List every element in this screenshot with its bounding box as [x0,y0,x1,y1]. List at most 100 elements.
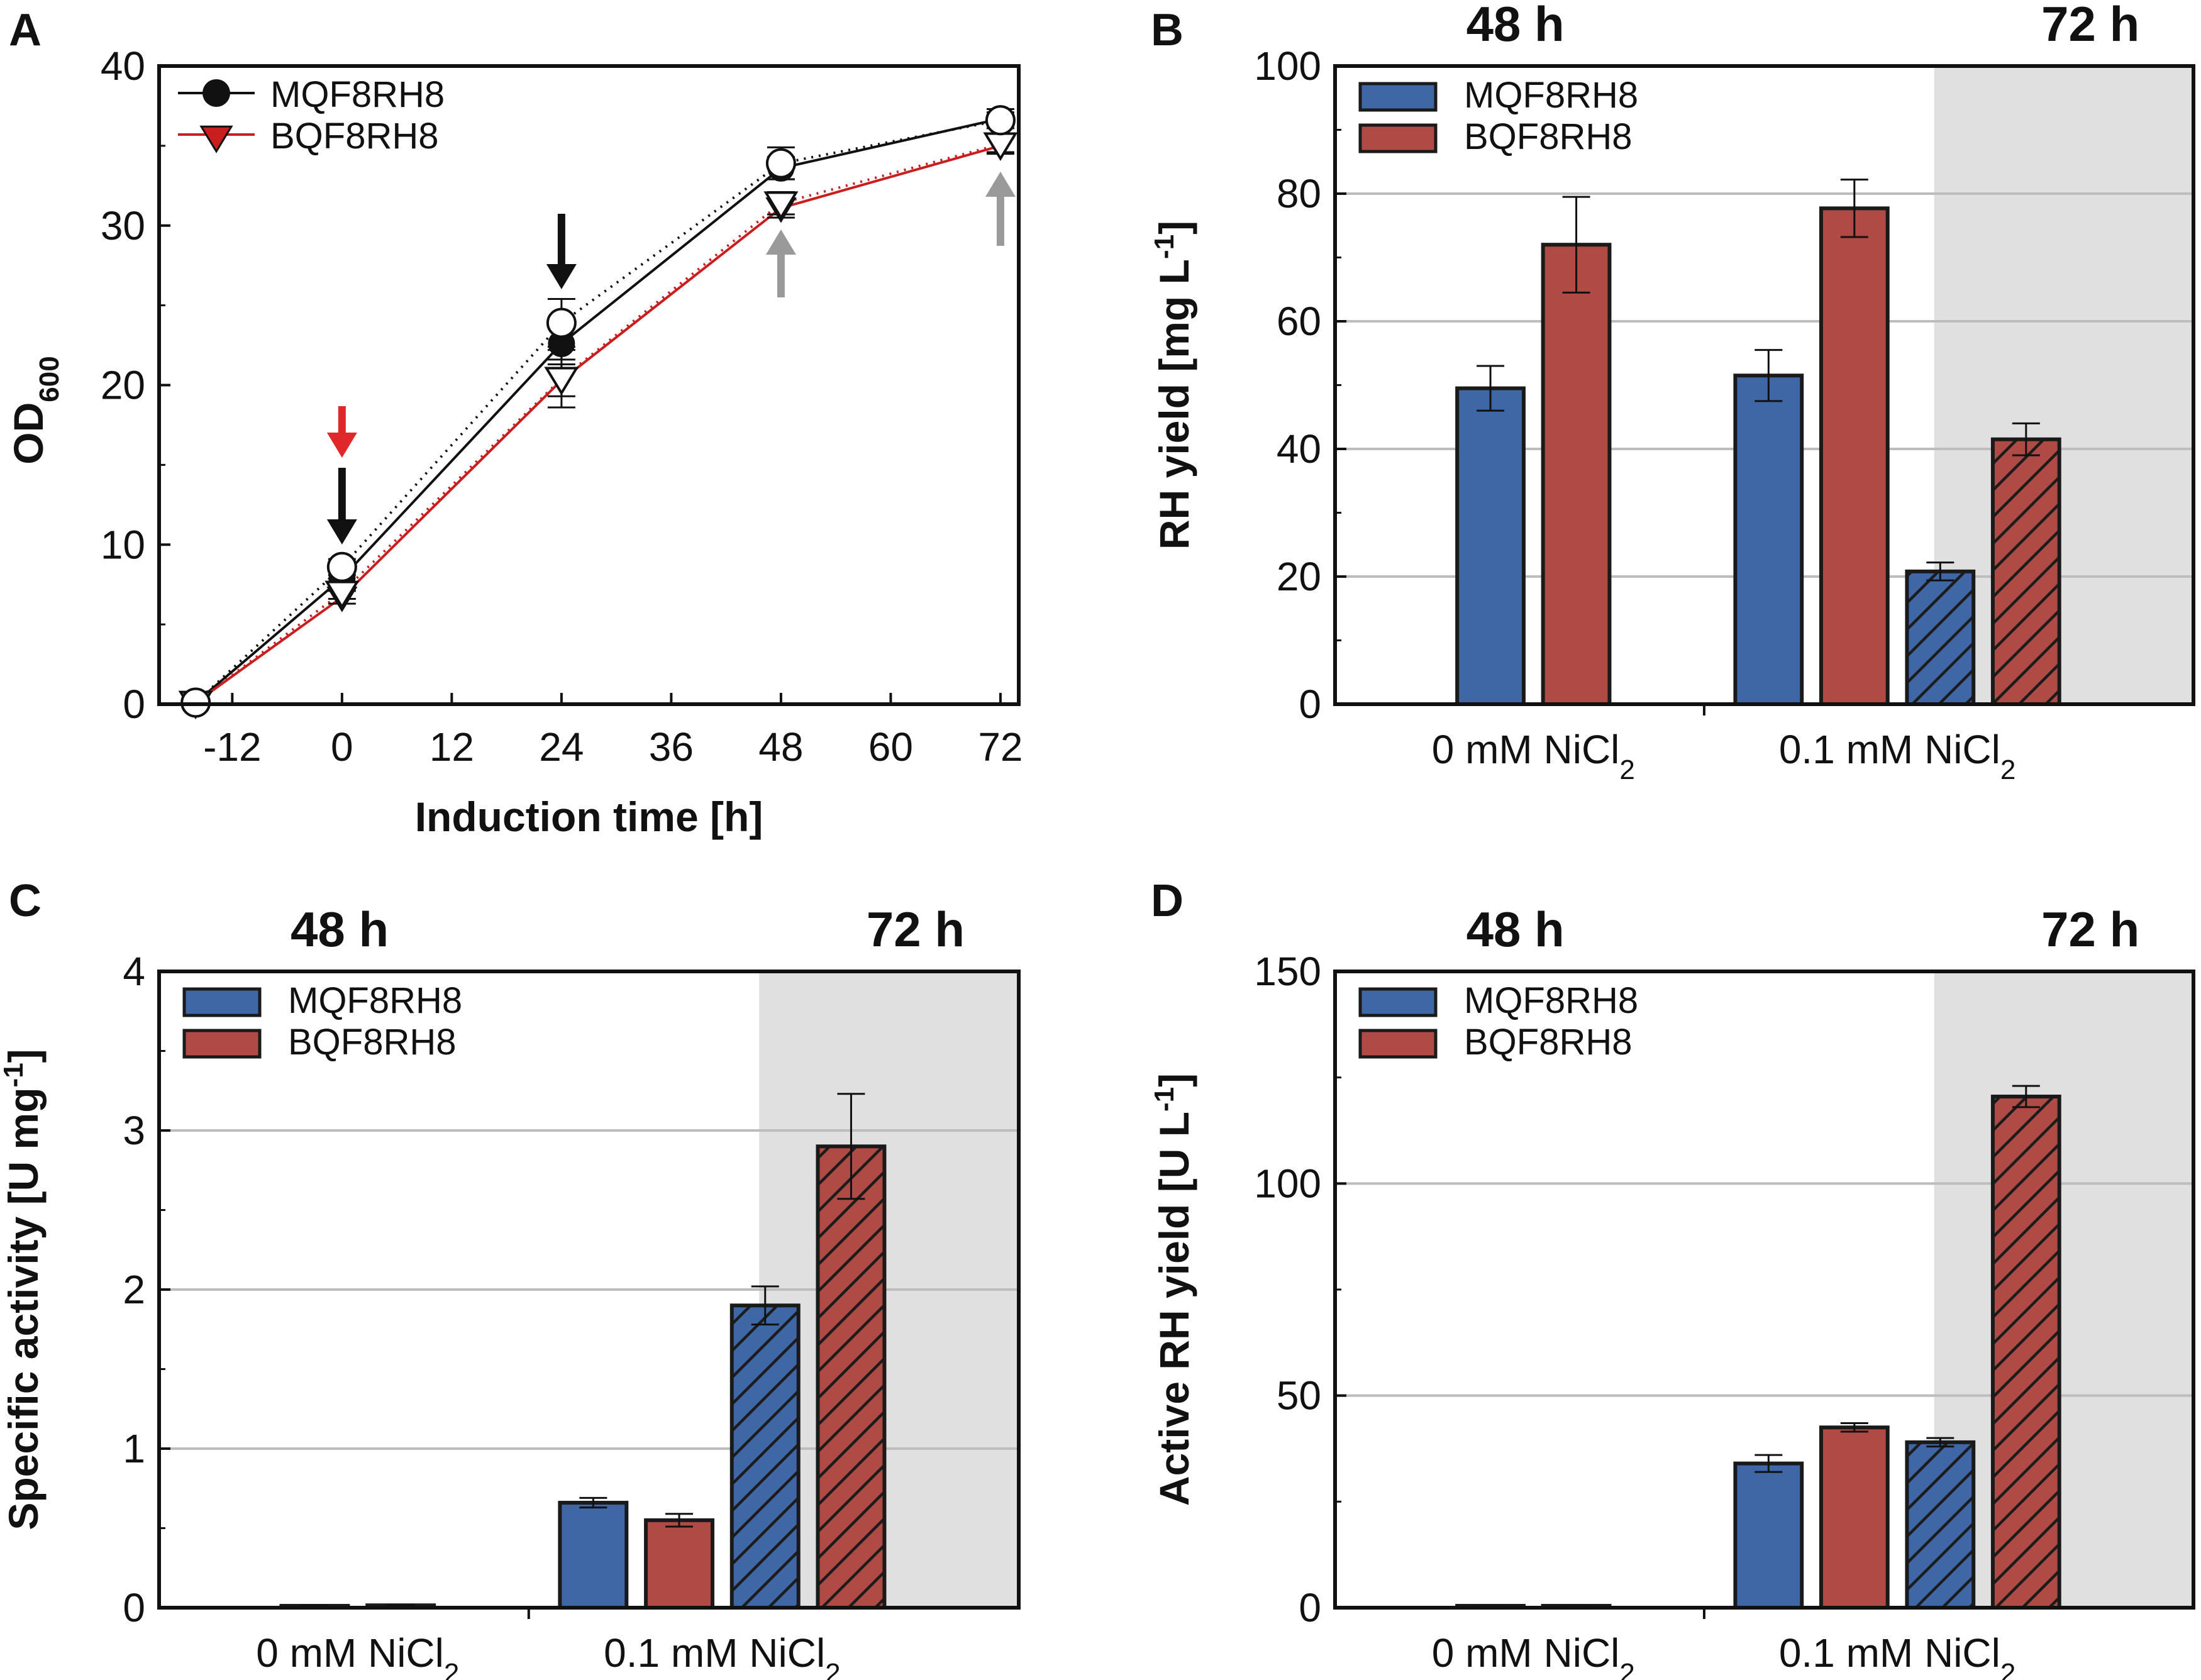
bar-bqf-72h [1990,1095,2061,1610]
category-label-subscript: 2 [2000,1658,2015,1680]
y-tick-label: 4 [123,949,145,994]
header-72h: 72 h [2041,0,2139,52]
header-72h: 72 h [867,902,965,957]
bar-mqf-72h [1905,569,1976,706]
y-tick-label: 40 [101,43,145,89]
category-label: 0 mM NiCl2 [1432,1630,1635,1680]
legend-label-bqf: BQF8RH8 [1464,1022,1633,1063]
legend-label-bqf: BQF8RH8 [288,1022,457,1063]
category-label-subscript: 2 [825,1658,840,1680]
category-label: 0 mM NiCl2 [1432,727,1635,785]
category-label-subscript: 2 [2000,754,2015,785]
y-axis-label-end: ] [1151,1073,1197,1087]
x-tick-label: 0 [331,724,353,770]
header-48h: 48 h [1466,902,1565,957]
data-point-mqf-open [326,551,357,582]
header-72h: 72 h [2041,902,2139,957]
plot-frame [1333,64,2195,706]
y-tick-label: 30 [101,203,145,248]
x-tick-label: 24 [539,724,584,770]
y-axis-label: Active RH yield [U L-1] [1149,1073,1198,1506]
bar-bqf-48h [644,1518,715,1610]
panel-letter-a: A [9,5,42,55]
data-point-mqf-open [765,148,796,179]
plot-frame [157,64,1021,706]
y-axis-label: RH yield [mg L-1] [1149,221,1198,550]
x-tick-label: 72 [978,724,1023,770]
y-tick-label: 0 [123,1585,145,1630]
category-label: 0.1 mM NiCl2 [1779,1630,2016,1680]
plot-frame [1333,970,2195,1610]
x-tick-label: -12 [203,724,262,770]
category-label-subscript: 2 [1619,754,1634,785]
data-point-mqf-open [985,105,1016,136]
x-tick-label: 12 [430,724,474,770]
bar-bqf-48h [1819,206,1890,707]
y-tick-label: 40 [1277,426,1321,472]
y-tick-label: 10 [101,522,145,567]
y-axis-label-superscript: -1 [1149,1087,1180,1112]
bar-mqf-72h [1905,1440,1976,1610]
panel-c-bar-chart: C 0 1 2 3 4 48 h 72 h Specific activity [U mg-1]… [0,876,1021,1680]
legend-swatch-bqf [182,1029,262,1059]
y-tick-label: 80 [1277,171,1321,216]
y-tick-label: 0 [123,682,145,727]
legend-swatch-mqf [1358,987,1438,1017]
x-tick-label: 48 [758,724,803,770]
panel-d-bar-chart: D 0 50 100 150 48 h 72 h Active RH yield [U L-1… [1149,876,2195,1680]
legend-label-mqf: MQF8RH8 [1464,980,1638,1021]
y-tick-label: 20 [101,363,145,408]
y-tick-label: 20 [1277,554,1321,599]
series-line-bqf-open [194,143,1001,704]
shaded-region-72h [1934,971,2193,1608]
category-label: 0.1 mM NiCl2 [604,1630,841,1680]
legend-label-mqf: MQF8RH8 [1464,75,1638,116]
category-label-subscript: 2 [444,1658,459,1680]
bar-mqf-72h [729,1303,801,1610]
arrow-gray-72h-head [985,172,1016,197]
arrow-black-0h-head [326,519,357,544]
data-point-bqf-open [763,191,799,220]
data-point-mqf-open [546,307,577,338]
x-tick-label: 60 [868,724,913,770]
legend-marker-mqf [202,79,230,107]
bar-bqf-72h [816,1144,887,1610]
y-tick-label: 100 [1254,43,1321,89]
y-axis-label: OD600 [5,356,65,464]
y-tick-label: 60 [1277,299,1321,344]
header-48h: 48 h [291,902,389,957]
panel-letter-c: C [9,876,42,926]
data-point-bqf-open [544,367,579,396]
legend-marker-bqf [199,125,233,153]
header-48h: 48 h [1466,0,1565,52]
bar-mqf-48h [1455,386,1526,706]
legend-label-mqf: MQF8RH8 [288,980,462,1021]
y-tick-label: 3 [123,1108,145,1153]
y-tick-label: 0 [1299,1585,1321,1630]
panel-letter-b: B [1151,5,1184,55]
y-axis-label: Specific activity [U mg-1] [0,1049,47,1530]
bar-mqf-48h [558,1501,629,1610]
bar-bqf-48h [1541,243,1612,706]
category-label: 0.1 mM NiCl2 [1779,727,2016,785]
panel-letter-d: D [1151,876,1184,926]
legend-label-bqf: BQF8RH8 [1464,116,1633,157]
legend-swatch-mqf [182,987,262,1017]
legend-swatch-bqf [1358,123,1438,153]
y-axis-label-end: ] [0,1049,47,1063]
arrow-black-24h-head [546,264,577,289]
y-tick-label: 0 [1299,682,1321,727]
y-axis-label-end: ] [1151,221,1197,235]
legend-swatch-bqf [1358,1029,1438,1059]
category-label-subscript: 2 [1619,1658,1634,1680]
legend-swatch-mqf [1358,82,1438,112]
panel-b-bar-chart: B 0 20 40 60 80 100 48 h 72 h RH yield [mg L-1] 0 … [1149,0,2195,785]
legend-label-bqf: BQF8RH8 [270,116,439,157]
bar-bqf-48h [1819,1425,1890,1610]
category-label: 0 mM NiCl2 [256,1630,459,1680]
arrow-gray-48h-head [765,229,796,255]
series-line-bqf [195,144,1001,704]
y-tick-label: 2 [123,1267,145,1312]
x-tick-label: 36 [649,724,694,770]
